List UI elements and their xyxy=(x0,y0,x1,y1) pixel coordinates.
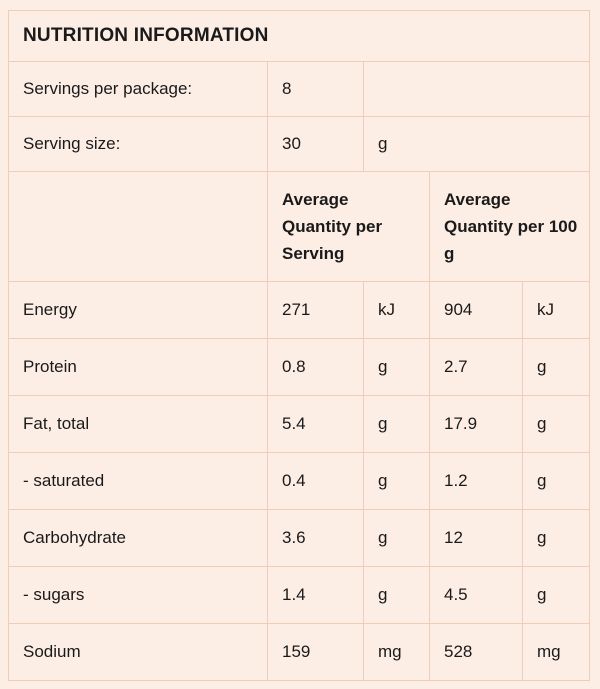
per-100g-value: 528 xyxy=(429,623,523,681)
nutrition-table: NUTRITION INFORMATION Servings per packa… xyxy=(8,10,590,681)
per-100g-value: 12 xyxy=(429,509,523,567)
nutrient-name: Protein xyxy=(8,338,268,396)
serving-unit: g xyxy=(363,338,430,396)
nutrient-name: Sodium xyxy=(8,623,268,681)
servings-per-package-value: 8 xyxy=(267,61,364,117)
serving-value: 3.6 xyxy=(267,509,364,567)
per-100g-unit: mg xyxy=(522,623,590,681)
serving-size-value: 30 xyxy=(267,116,364,172)
serving-value: 271 xyxy=(267,281,364,339)
per-serving-header: Average Quantity per Serving xyxy=(267,171,430,282)
per-100g-unit: g xyxy=(522,395,590,453)
column-header-row: Average Quantity per Serving Average Qua… xyxy=(8,171,590,282)
per-100g-unit: g xyxy=(522,509,590,567)
table-row: Fat, total 5.4 g 17.9 g xyxy=(8,395,590,453)
serving-unit: g xyxy=(363,395,430,453)
serving-size-unit: g xyxy=(363,116,590,172)
table-row: - sugars 1.4 g 4.5 g xyxy=(8,566,590,624)
table-row: Carbohydrate 3.6 g 12 g xyxy=(8,509,590,567)
per-100g-unit: kJ xyxy=(522,281,590,339)
servings-per-package-label: Servings per package: xyxy=(8,61,268,117)
serving-unit: g xyxy=(363,566,430,624)
table-row: Sodium 159 mg 528 mg xyxy=(8,623,590,681)
table-row: Energy 271 kJ 904 kJ xyxy=(8,281,590,339)
per-100g-value: 1.2 xyxy=(429,452,523,510)
serving-value: 0.8 xyxy=(267,338,364,396)
table-title: NUTRITION INFORMATION xyxy=(8,10,590,62)
serving-value: 5.4 xyxy=(267,395,364,453)
per-100g-unit: g xyxy=(522,338,590,396)
serving-unit: mg xyxy=(363,623,430,681)
serving-size-label: Serving size: xyxy=(8,116,268,172)
nutrient-name: Carbohydrate xyxy=(8,509,268,567)
nutrient-name: Energy xyxy=(8,281,268,339)
per-100g-value: 2.7 xyxy=(429,338,523,396)
serving-unit: kJ xyxy=(363,281,430,339)
table-row: Protein 0.8 g 2.7 g xyxy=(8,338,590,396)
serving-value: 159 xyxy=(267,623,364,681)
serving-unit: g xyxy=(363,509,430,567)
serving-value: 0.4 xyxy=(267,452,364,510)
per-100g-unit: g xyxy=(522,452,590,510)
per-100g-value: 17.9 xyxy=(429,395,523,453)
per-100g-unit: g xyxy=(522,566,590,624)
nutrient-name: - saturated xyxy=(8,452,268,510)
per-100g-value: 4.5 xyxy=(429,566,523,624)
nutrient-name: Fat, total xyxy=(8,395,268,453)
empty-cell xyxy=(363,61,590,117)
per-100g-header: Average Quantity per 100 g xyxy=(429,171,590,282)
serving-unit: g xyxy=(363,452,430,510)
serving-value: 1.4 xyxy=(267,566,364,624)
serving-size-row: Serving size: 30 g xyxy=(8,116,590,172)
servings-per-package-row: Servings per package: 8 xyxy=(8,61,590,117)
nutrient-name: - sugars xyxy=(8,566,268,624)
table-row: - saturated 0.4 g 1.2 g xyxy=(8,452,590,510)
empty-header-cell xyxy=(8,171,268,282)
per-100g-value: 904 xyxy=(429,281,523,339)
